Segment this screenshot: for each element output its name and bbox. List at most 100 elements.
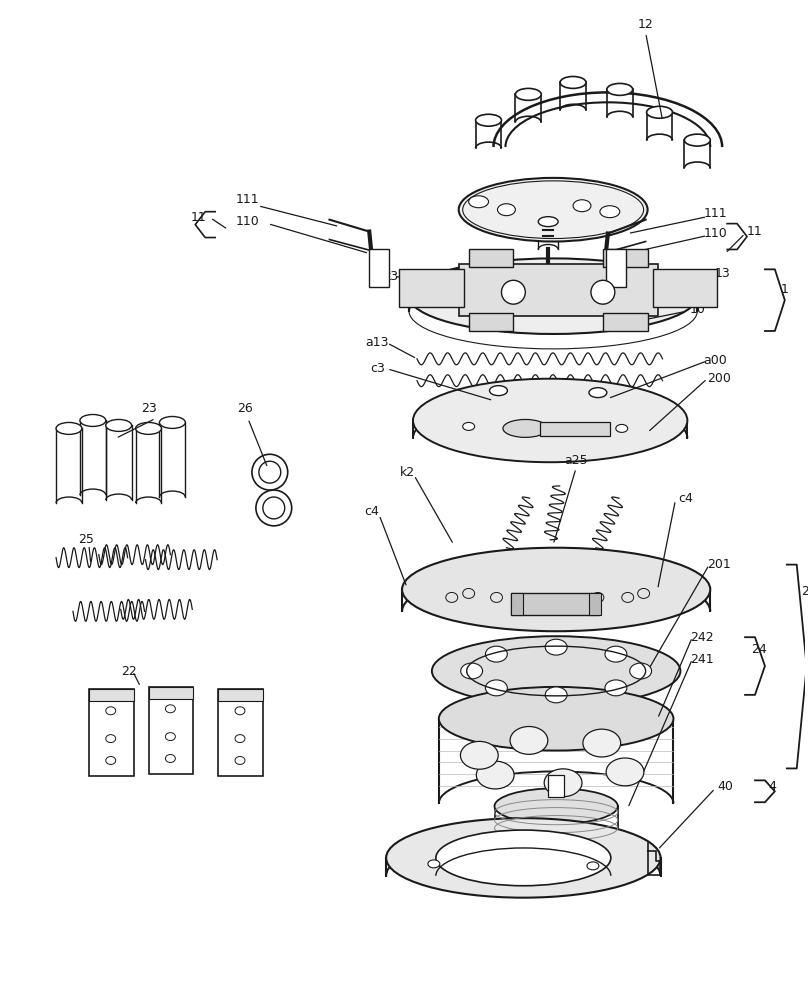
Text: c3: c3 bbox=[370, 362, 385, 375]
Text: 12: 12 bbox=[638, 18, 654, 31]
Ellipse shape bbox=[600, 206, 620, 218]
Ellipse shape bbox=[583, 729, 621, 757]
FancyBboxPatch shape bbox=[399, 269, 464, 307]
Ellipse shape bbox=[461, 663, 482, 679]
FancyBboxPatch shape bbox=[541, 422, 610, 436]
Ellipse shape bbox=[573, 200, 591, 212]
Ellipse shape bbox=[591, 280, 615, 304]
Ellipse shape bbox=[386, 818, 660, 898]
Text: 111: 111 bbox=[236, 193, 259, 206]
Ellipse shape bbox=[545, 769, 582, 797]
Ellipse shape bbox=[616, 424, 628, 432]
Text: 4: 4 bbox=[768, 780, 776, 793]
Text: c4: c4 bbox=[678, 492, 692, 505]
Ellipse shape bbox=[545, 687, 567, 703]
Ellipse shape bbox=[589, 388, 607, 398]
Ellipse shape bbox=[545, 639, 567, 655]
Ellipse shape bbox=[503, 419, 548, 437]
FancyBboxPatch shape bbox=[149, 687, 193, 774]
Ellipse shape bbox=[629, 663, 651, 679]
Text: 25: 25 bbox=[78, 533, 94, 546]
Ellipse shape bbox=[486, 646, 507, 662]
FancyBboxPatch shape bbox=[218, 689, 263, 776]
Ellipse shape bbox=[486, 680, 507, 696]
Ellipse shape bbox=[605, 680, 627, 696]
FancyBboxPatch shape bbox=[469, 249, 513, 267]
Text: 11: 11 bbox=[747, 225, 763, 238]
Text: k3: k3 bbox=[384, 270, 398, 283]
FancyBboxPatch shape bbox=[89, 689, 133, 701]
Ellipse shape bbox=[402, 548, 710, 631]
Ellipse shape bbox=[502, 280, 525, 304]
Ellipse shape bbox=[510, 727, 548, 754]
FancyBboxPatch shape bbox=[369, 249, 389, 287]
Ellipse shape bbox=[252, 454, 288, 490]
Ellipse shape bbox=[461, 741, 499, 769]
Text: 241: 241 bbox=[691, 653, 714, 666]
Text: 11: 11 bbox=[191, 211, 206, 224]
Ellipse shape bbox=[256, 490, 292, 526]
Ellipse shape bbox=[607, 83, 633, 95]
Text: 2: 2 bbox=[801, 585, 808, 598]
Ellipse shape bbox=[439, 687, 673, 751]
Ellipse shape bbox=[502, 641, 611, 677]
Text: 13: 13 bbox=[714, 267, 730, 280]
Ellipse shape bbox=[469, 196, 489, 208]
Ellipse shape bbox=[106, 419, 132, 431]
FancyBboxPatch shape bbox=[606, 249, 625, 287]
Ellipse shape bbox=[431, 636, 680, 706]
FancyBboxPatch shape bbox=[511, 593, 599, 615]
Text: 201: 201 bbox=[707, 558, 731, 571]
Ellipse shape bbox=[684, 134, 710, 146]
Text: a13: a13 bbox=[365, 336, 389, 349]
FancyBboxPatch shape bbox=[459, 264, 658, 316]
Ellipse shape bbox=[477, 761, 514, 789]
FancyBboxPatch shape bbox=[511, 593, 524, 615]
Ellipse shape bbox=[516, 88, 541, 100]
Text: 242: 242 bbox=[691, 631, 714, 644]
Text: a00: a00 bbox=[703, 354, 727, 367]
Ellipse shape bbox=[436, 830, 611, 886]
FancyBboxPatch shape bbox=[603, 313, 647, 331]
FancyBboxPatch shape bbox=[89, 689, 133, 776]
Text: 23: 23 bbox=[141, 402, 157, 415]
Ellipse shape bbox=[459, 178, 647, 242]
Text: 22: 22 bbox=[120, 665, 137, 678]
Ellipse shape bbox=[560, 76, 586, 88]
Text: 10: 10 bbox=[689, 303, 705, 316]
Ellipse shape bbox=[409, 258, 697, 334]
FancyBboxPatch shape bbox=[548, 775, 564, 797]
Ellipse shape bbox=[159, 416, 185, 428]
FancyBboxPatch shape bbox=[653, 269, 718, 307]
Ellipse shape bbox=[56, 422, 82, 434]
Text: a25: a25 bbox=[564, 454, 588, 467]
Ellipse shape bbox=[494, 788, 618, 824]
Text: c0: c0 bbox=[690, 285, 705, 298]
Ellipse shape bbox=[428, 860, 440, 868]
Ellipse shape bbox=[136, 422, 162, 434]
FancyBboxPatch shape bbox=[469, 313, 513, 331]
Ellipse shape bbox=[605, 646, 627, 662]
Ellipse shape bbox=[80, 414, 106, 426]
Text: 21: 21 bbox=[532, 866, 548, 879]
Ellipse shape bbox=[538, 217, 558, 227]
FancyBboxPatch shape bbox=[149, 687, 193, 699]
Ellipse shape bbox=[476, 114, 502, 126]
FancyBboxPatch shape bbox=[603, 249, 647, 267]
Ellipse shape bbox=[498, 204, 516, 216]
Text: 24: 24 bbox=[751, 643, 767, 656]
Text: 110: 110 bbox=[236, 215, 260, 228]
Text: 111: 111 bbox=[704, 207, 727, 220]
Text: c4: c4 bbox=[364, 505, 379, 518]
Text: 40: 40 bbox=[718, 780, 733, 793]
Ellipse shape bbox=[646, 106, 672, 118]
Ellipse shape bbox=[606, 758, 644, 786]
FancyBboxPatch shape bbox=[589, 593, 601, 615]
Ellipse shape bbox=[490, 386, 507, 396]
Text: 26: 26 bbox=[237, 402, 253, 415]
Text: 1: 1 bbox=[781, 283, 789, 296]
FancyBboxPatch shape bbox=[218, 689, 263, 701]
Ellipse shape bbox=[463, 422, 474, 430]
Ellipse shape bbox=[587, 862, 599, 870]
Text: 110: 110 bbox=[703, 227, 727, 240]
